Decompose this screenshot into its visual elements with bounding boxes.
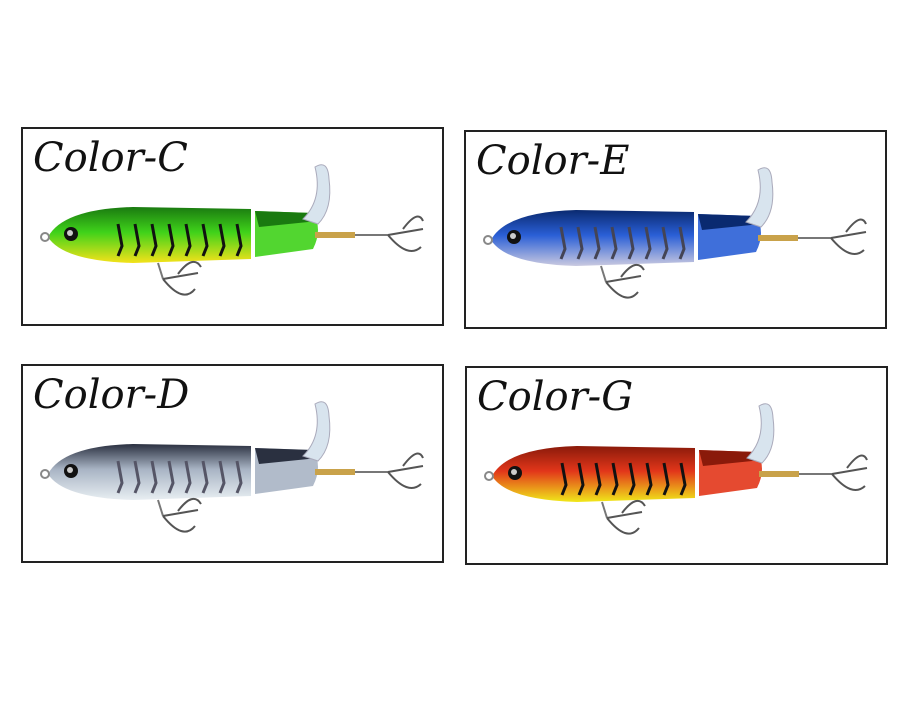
fishing-lure-image — [40, 164, 424, 296]
panel-label: Color-D — [33, 372, 190, 418]
panel-color-e: Color-E — [464, 130, 887, 329]
panel-label: Color-E — [476, 138, 630, 184]
fishing-lure-image — [483, 167, 867, 299]
panel-label: Color-G — [477, 374, 634, 420]
panel-color-d: Color-D — [21, 364, 444, 563]
fishing-lure-image — [484, 403, 868, 535]
panel-color-c: Color-C — [21, 127, 444, 326]
panel-color-g: Color-G — [465, 366, 888, 565]
panel-label: Color-C — [33, 135, 188, 181]
fishing-lure-image — [40, 401, 424, 533]
